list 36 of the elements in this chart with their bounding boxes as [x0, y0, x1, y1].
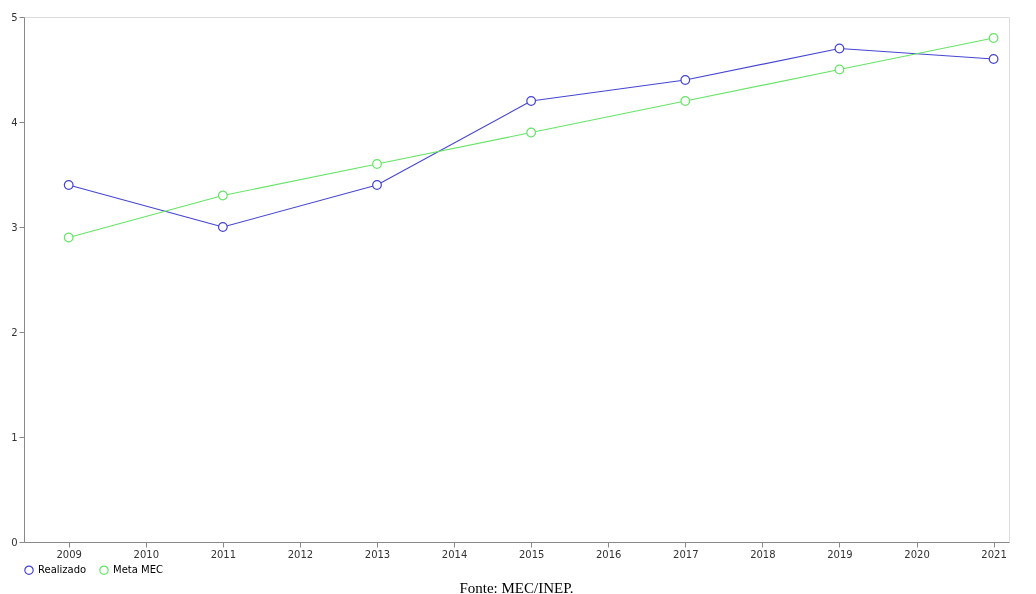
- source-note: Fonte: MEC/INEP.: [459, 580, 574, 594]
- point: [834, 43, 845, 54]
- y-tick-label: 1: [11, 431, 18, 443]
- x-tick-label: 2012: [287, 548, 314, 560]
- y-tick-label: 0: [11, 536, 18, 548]
- point: [63, 232, 74, 243]
- point: [217, 190, 228, 201]
- x-tick-label: 2017: [673, 548, 699, 560]
- x-tick-label: 2015: [518, 548, 545, 560]
- point: [217, 222, 228, 232]
- point: [988, 33, 999, 43]
- point: [834, 64, 845, 75]
- point: [372, 159, 382, 169]
- point: [988, 54, 999, 64]
- x-tick-label: 2019: [827, 548, 853, 560]
- x-tick-label: 2014: [441, 548, 468, 560]
- x-tick-label: 2009: [56, 548, 82, 560]
- legend-label: Meta MEC: [113, 564, 163, 576]
- point: [526, 96, 537, 106]
- legend-label: Realizado: [38, 564, 87, 576]
- x-tick-label: 2016: [595, 548, 622, 560]
- x-tick-label: 2021: [981, 548, 1007, 560]
- point: [680, 75, 691, 85]
- y-tick-label: 4: [11, 116, 18, 128]
- y-tick-label: 2: [11, 326, 18, 338]
- point: [680, 96, 691, 106]
- point: [526, 127, 537, 138]
- x-tick-label: 2018: [750, 548, 776, 560]
- point: [63, 180, 74, 190]
- point: [372, 180, 382, 190]
- y-tick-label: 5: [11, 11, 18, 23]
- x-tick-label: 2011: [210, 548, 237, 560]
- x-tick-label: 2010: [133, 548, 159, 560]
- y-tick-label: 3: [11, 221, 18, 233]
- x-tick-label: 2013: [364, 548, 391, 560]
- x-tick-label: 2020: [904, 548, 930, 560]
